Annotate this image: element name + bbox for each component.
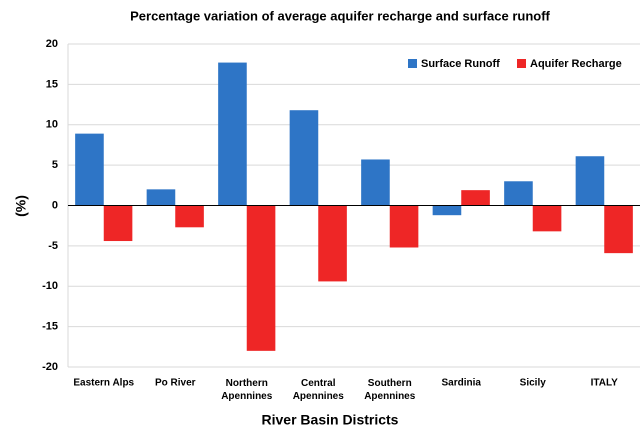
bar xyxy=(432,205,462,216)
y-axis-title: (%) xyxy=(13,195,29,217)
legend-swatch xyxy=(517,59,526,68)
y-tick-label: 5 xyxy=(52,159,58,171)
x-tick-label: Po River xyxy=(155,378,196,389)
x-tick-label: Southern Apennines xyxy=(364,378,416,402)
bar xyxy=(146,189,176,206)
bar xyxy=(246,205,276,351)
legend-label: Aquifer Recharge xyxy=(530,58,622,70)
bar xyxy=(361,159,390,206)
bar xyxy=(289,110,319,206)
y-tick-label: -20 xyxy=(42,361,58,373)
x-axis-title: River Basin Districts xyxy=(262,412,399,428)
x-tick-label: Central Apennines xyxy=(293,378,345,402)
bar xyxy=(218,62,247,206)
y-tick-label: -10 xyxy=(42,280,58,292)
y-tick-label: -5 xyxy=(48,240,58,252)
bar xyxy=(532,205,562,232)
y-tick-label: 10 xyxy=(46,119,58,131)
x-tick-label: Northern Apennines xyxy=(221,378,273,402)
legend-swatch xyxy=(408,59,417,68)
bar xyxy=(504,181,533,206)
y-tick-label: -15 xyxy=(42,321,58,333)
bar xyxy=(575,156,605,206)
legend-label: Surface Runoff xyxy=(421,58,500,70)
x-tick-label: Sicily xyxy=(520,378,547,389)
bar xyxy=(461,190,490,206)
x-tick-label: Sardinia xyxy=(442,378,482,389)
x-tick-label: ITALY xyxy=(591,378,619,389)
bar xyxy=(389,205,419,248)
bar xyxy=(75,133,104,206)
bar xyxy=(604,205,633,254)
bar xyxy=(318,205,347,282)
bar xyxy=(175,205,204,228)
y-tick-label: 20 xyxy=(46,38,58,50)
y-tick-label: 0 xyxy=(52,199,58,211)
bar xyxy=(103,205,133,242)
y-tick-label: 15 xyxy=(46,78,58,90)
chart-title: Percentage variation of average aquifer … xyxy=(130,8,550,23)
x-tick-label: Eastern Alps xyxy=(73,378,134,389)
